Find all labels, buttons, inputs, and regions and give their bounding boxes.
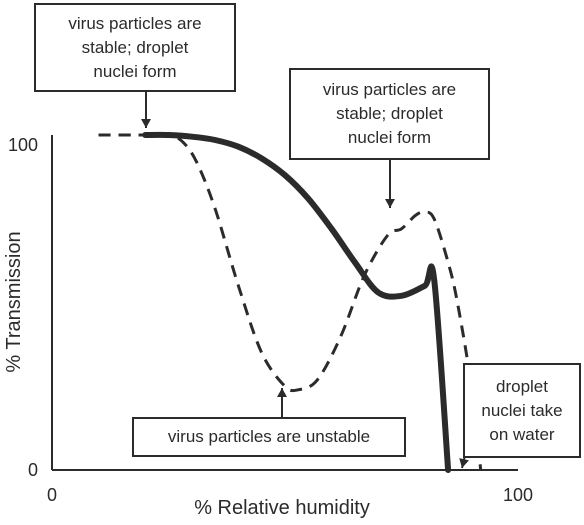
arrow-water-head [459, 458, 469, 468]
y-tick-label-100: 100 [8, 135, 38, 155]
x-tick-label-100: 100 [503, 485, 533, 505]
arrow-stable-mid-head [385, 199, 395, 208]
y-tick-label-0: 0 [28, 460, 38, 480]
arrow-unstable-head [277, 388, 287, 397]
arrow-stable-top-head [141, 119, 151, 128]
x-tick-label-0: 0 [47, 485, 57, 505]
series-solid-line [142, 131, 452, 473]
annotation-water: droplet nuclei take on water [463, 363, 581, 458]
series-dashed-line [98, 133, 483, 471]
axes [51, 135, 518, 471]
x-axis-label: % Relative humidity [194, 497, 370, 519]
series-layer [98, 131, 483, 473]
annotation-stable-top: virus particles are stable; droplet nucl… [34, 3, 236, 92]
annotation-stable-mid: virus particles are stable; droplet nucl… [289, 68, 490, 160]
y-axis-label: % Transmission [3, 231, 25, 372]
annotation-unstable: virus particles are unstable [132, 417, 406, 457]
arrow-layer [141, 92, 472, 469]
